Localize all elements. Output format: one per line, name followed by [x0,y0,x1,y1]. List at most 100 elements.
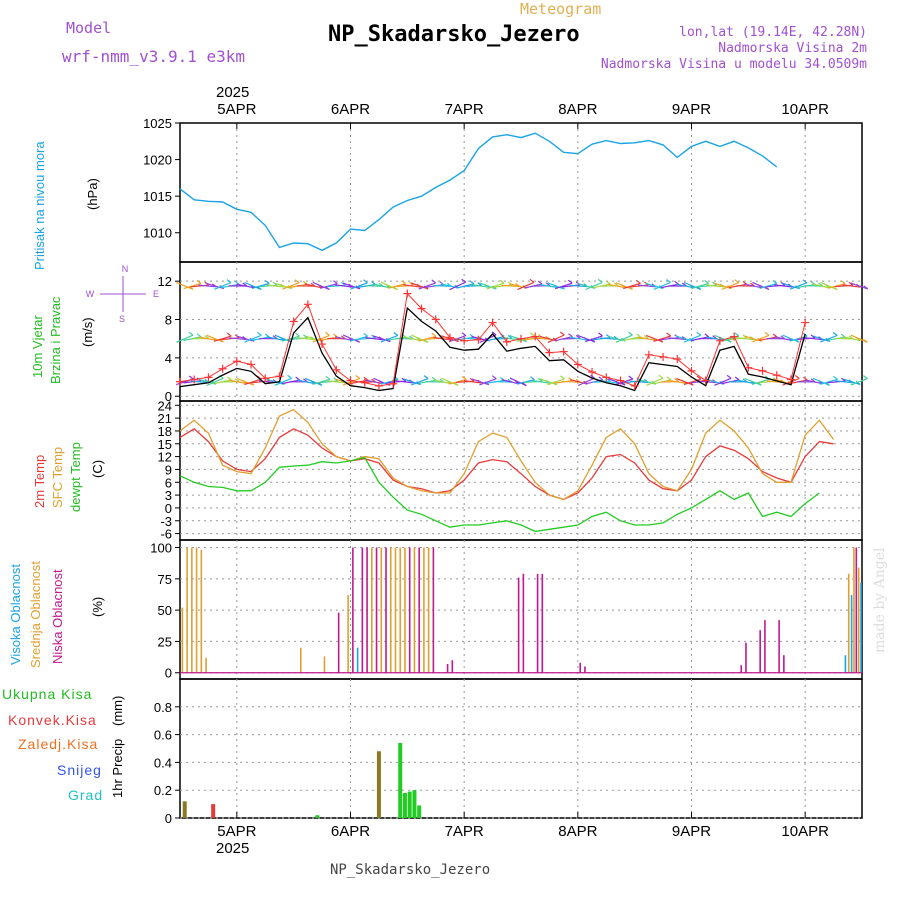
wind-gust-marker [332,365,341,374]
wind-barb [213,335,232,342]
temp-line-0 [179,427,834,501]
wind-gust-marker [275,372,284,381]
wind-barb [441,377,459,387]
wind-barb-head [287,374,292,379]
year-label-top: 2025 [216,84,250,101]
wind-gust-marker [488,318,497,327]
day-label-top: 5APR [217,101,256,118]
wind-gust-marker [517,334,525,343]
wind-speed-line [179,306,806,392]
wind-barb [350,282,368,290]
wind-barb [607,335,626,342]
wind-barb [736,379,755,385]
wind-barb-head [590,374,595,379]
wind-barb-head [658,374,664,379]
wind-barb-head [712,335,717,340]
wind-barb [577,282,596,289]
wind-gust-marker [261,374,270,383]
wind-barb [804,337,823,341]
ytick-label-temperature: 9 [165,462,172,477]
wind-barb [517,281,535,291]
wind-gust-marker [559,347,568,356]
pressure-line [179,132,778,252]
wind-barb [569,379,588,385]
wind-barb-head [196,333,202,338]
wind-barb-head [491,375,497,380]
wind-barb [266,284,285,288]
wind-gust-marker [204,373,213,382]
wind-barb [403,378,421,386]
wind-barb-head [242,282,248,287]
wind-gust-marker [303,300,312,309]
wind-gust-marker [460,336,469,345]
wind-barb [206,334,224,343]
wind-barb-head [742,378,748,383]
wind-barb-head [559,331,565,336]
wind-barb [509,283,528,289]
wind-barb [646,377,664,386]
wind-barb-head [575,334,581,339]
wind-barb [282,282,300,290]
wind-gust-marker [630,381,639,390]
wind-barb [562,380,581,383]
wind-barb-head [598,332,603,337]
wind-barb [721,282,739,290]
wind-barb [668,337,687,341]
precip-bar [407,791,412,818]
wind-barb [850,282,868,290]
wind-gust-marker [715,336,724,345]
wind-gust-marker [318,340,327,349]
wind-barb-head [355,375,361,379]
wind-barb [479,282,497,290]
wind-barb [675,283,694,289]
wind-barb-head [666,376,672,381]
ytick-label-clouds: 75 [158,572,172,587]
wind-barb [403,284,422,288]
ytick-label-clouds: 0 [165,666,172,681]
wind-barb-head [666,279,671,283]
wind-barb-head [431,332,437,337]
wind-barb-head [431,279,437,284]
model-altitude-label: Nadmorska Visina u modelu 34.0509m [600,57,867,72]
wind-barb [334,284,353,288]
ytick-label-precip: 0 [165,811,172,826]
wind-barb [744,283,763,289]
wind-barb [410,282,429,290]
wind-barb [653,281,671,290]
ytick-label-wind: 0 [165,389,172,404]
wind-barb-head [204,335,210,340]
wind-barb [600,337,619,340]
day-label-bottom: 8APR [558,823,597,840]
wind-barb [334,336,353,342]
compass-w: W [86,289,95,299]
wind-barb [683,281,702,290]
wind-barb [751,378,770,385]
wind-barb [752,281,770,291]
wind-barb-head [802,279,808,284]
wind-gust-marker [730,332,739,341]
wind-barb [820,281,838,291]
wind-barb [251,282,270,289]
wind-barb-head [325,375,331,380]
wind-barb [228,379,247,385]
wind-barb-head [537,377,543,382]
wind-barb [312,334,330,343]
wind-barb [433,284,452,287]
wind-barb [479,378,497,386]
wind-barb-head [279,380,285,385]
day-label-top: 8APR [558,101,597,118]
wind-barb-head [529,332,535,337]
precip-bar [417,805,422,818]
wind-barb [448,335,467,343]
ytick-label-clouds: 25 [158,634,172,649]
ytick-label-temperature: 24 [158,398,172,413]
wind-barb [569,336,588,341]
wind-barb [304,283,323,289]
precip-bar [376,751,381,818]
wind-barb [342,377,361,386]
wind-barb [774,284,793,288]
wind-barb [244,334,262,343]
wind-barb [842,378,861,386]
wind-barb-head [226,332,232,337]
wind-barb [471,284,490,288]
